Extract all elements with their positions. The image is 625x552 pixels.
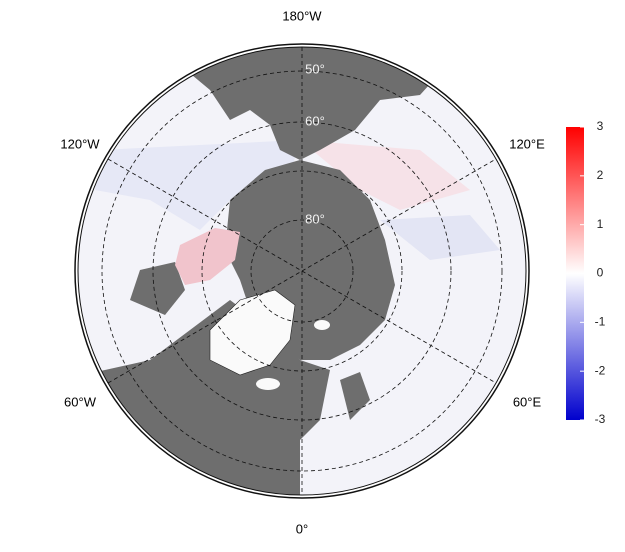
colorbar-tick-label: 2 xyxy=(597,168,604,182)
map-border xyxy=(77,46,527,496)
colorbar-tick-label: 0 xyxy=(597,266,604,280)
lon-label: 60°W xyxy=(64,394,97,409)
lon-label: 120°W xyxy=(60,136,100,151)
lon-label: 60°E xyxy=(513,394,542,409)
colorbar-tick-label: 1 xyxy=(597,217,604,231)
graticule xyxy=(101,47,503,495)
lat-label: 50° xyxy=(305,61,325,76)
bay xyxy=(130,262,185,315)
lat-label: 80° xyxy=(305,211,325,226)
map-frame xyxy=(74,43,530,499)
lon-label: 0° xyxy=(296,521,308,536)
ocean xyxy=(150,47,470,160)
island xyxy=(314,320,330,330)
ocean xyxy=(340,372,370,420)
land-tint xyxy=(380,215,500,260)
colorbar xyxy=(566,127,584,420)
lon-label: 180°W xyxy=(282,8,322,23)
colorbar-tick-label: 3 xyxy=(597,119,604,133)
land-tint xyxy=(95,140,300,230)
colorbar-tick-label: -3 xyxy=(595,412,606,426)
greenland xyxy=(209,289,296,376)
colorbar-tick-label: -2 xyxy=(595,363,606,377)
island xyxy=(256,378,280,390)
colorbar-tick-label: -1 xyxy=(595,315,606,329)
lat-label: 60° xyxy=(305,113,325,128)
land-tint xyxy=(300,140,470,210)
lon-label: 120°E xyxy=(509,136,545,151)
islands xyxy=(175,228,240,285)
map-disk xyxy=(78,47,526,495)
